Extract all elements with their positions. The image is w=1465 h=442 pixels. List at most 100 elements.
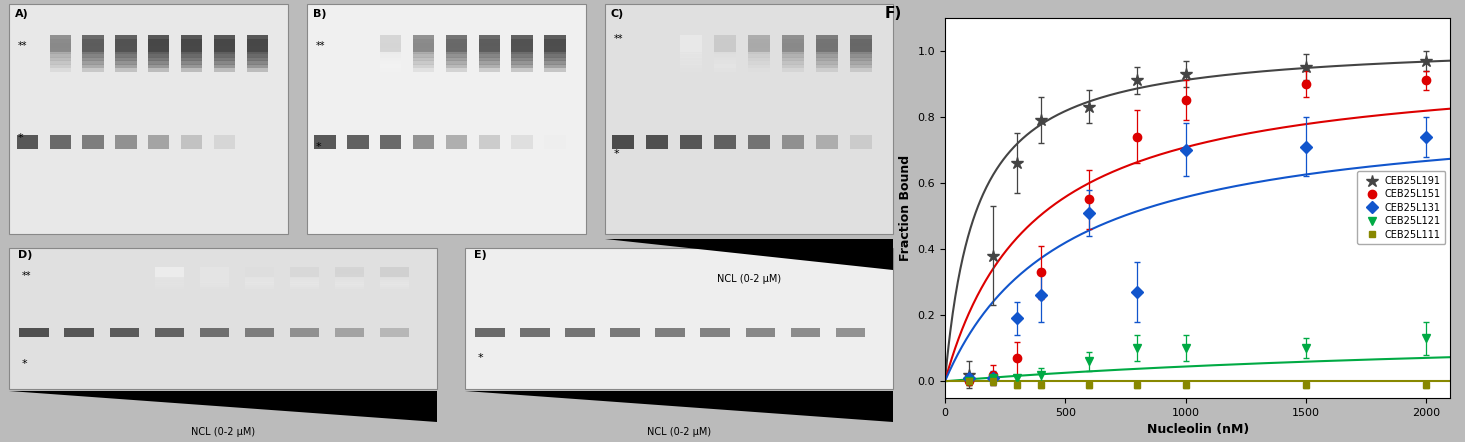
Text: *: * bbox=[614, 149, 618, 159]
Bar bbox=[511, 53, 533, 61]
Bar bbox=[199, 284, 229, 289]
Bar bbox=[544, 64, 565, 72]
Bar bbox=[148, 60, 170, 68]
Bar bbox=[816, 50, 838, 58]
Bar bbox=[511, 46, 533, 54]
Bar bbox=[850, 39, 872, 48]
Bar bbox=[290, 269, 319, 274]
Bar bbox=[308, 4, 586, 234]
Bar bbox=[148, 50, 170, 58]
Polygon shape bbox=[9, 391, 437, 422]
Bar bbox=[511, 43, 533, 51]
Bar bbox=[290, 284, 319, 289]
Bar bbox=[713, 57, 735, 65]
Bar bbox=[334, 273, 363, 278]
Bar bbox=[82, 64, 104, 72]
Bar bbox=[82, 35, 104, 52]
Bar bbox=[511, 39, 533, 48]
Bar bbox=[245, 284, 274, 289]
Bar bbox=[680, 53, 702, 61]
X-axis label: Nucleolin (nM): Nucleolin (nM) bbox=[1147, 423, 1248, 436]
Bar bbox=[479, 60, 500, 68]
Bar bbox=[511, 57, 533, 65]
Bar bbox=[50, 53, 70, 61]
Bar bbox=[155, 269, 183, 274]
Bar bbox=[680, 57, 702, 65]
Bar bbox=[544, 60, 565, 68]
Bar bbox=[713, 46, 735, 54]
Bar bbox=[511, 60, 533, 68]
Bar bbox=[50, 46, 70, 54]
Bar bbox=[50, 57, 70, 65]
Bar bbox=[850, 135, 872, 149]
Text: *: * bbox=[22, 358, 28, 369]
Bar bbox=[9, 248, 437, 389]
Text: NCL (0-2 μM): NCL (0-2 μM) bbox=[648, 427, 711, 437]
Bar bbox=[50, 60, 70, 68]
Bar bbox=[116, 60, 136, 68]
Bar bbox=[379, 273, 409, 278]
Bar bbox=[782, 43, 804, 51]
Bar bbox=[379, 328, 409, 337]
Bar bbox=[180, 64, 202, 72]
Bar bbox=[334, 278, 363, 282]
Bar bbox=[155, 275, 183, 280]
Bar bbox=[379, 269, 409, 274]
Bar bbox=[290, 271, 319, 276]
Bar bbox=[155, 271, 183, 276]
Bar bbox=[466, 248, 894, 389]
Bar bbox=[180, 39, 202, 48]
Bar bbox=[816, 46, 838, 54]
Bar bbox=[155, 280, 183, 285]
Bar bbox=[850, 50, 872, 58]
Bar bbox=[511, 35, 533, 52]
Bar bbox=[445, 35, 467, 52]
Bar bbox=[680, 60, 702, 68]
Bar bbox=[680, 46, 702, 54]
Bar bbox=[246, 64, 268, 72]
Bar bbox=[180, 35, 202, 52]
Bar bbox=[245, 275, 274, 280]
Bar bbox=[782, 46, 804, 54]
Bar bbox=[50, 39, 70, 48]
Bar bbox=[290, 280, 319, 285]
Bar bbox=[544, 35, 565, 52]
Bar bbox=[50, 50, 70, 58]
Bar bbox=[850, 46, 872, 54]
Bar bbox=[713, 53, 735, 61]
Bar bbox=[445, 135, 467, 149]
Text: A): A) bbox=[15, 9, 29, 19]
Bar bbox=[334, 269, 363, 274]
Bar bbox=[646, 135, 668, 149]
Bar bbox=[520, 328, 549, 337]
Bar bbox=[605, 4, 894, 234]
Bar bbox=[680, 64, 702, 72]
Text: **: ** bbox=[18, 41, 28, 51]
Bar bbox=[544, 46, 565, 54]
Bar bbox=[544, 50, 565, 58]
Bar bbox=[290, 273, 319, 278]
Bar bbox=[148, 43, 170, 51]
Bar bbox=[379, 275, 409, 280]
Bar bbox=[816, 57, 838, 65]
Bar bbox=[82, 53, 104, 61]
Bar bbox=[816, 43, 838, 51]
Bar bbox=[379, 57, 401, 65]
Bar bbox=[199, 275, 229, 280]
Bar bbox=[245, 271, 274, 276]
Bar bbox=[82, 50, 104, 58]
Bar bbox=[782, 64, 804, 72]
Bar bbox=[379, 39, 401, 48]
Bar bbox=[479, 64, 500, 72]
Bar bbox=[148, 64, 170, 72]
Bar bbox=[749, 43, 771, 51]
Bar bbox=[82, 135, 104, 149]
Bar bbox=[180, 46, 202, 54]
Text: *: * bbox=[18, 133, 23, 143]
Bar bbox=[199, 282, 229, 287]
Bar bbox=[791, 328, 820, 337]
Bar bbox=[379, 267, 409, 277]
Bar bbox=[334, 282, 363, 287]
Bar bbox=[379, 53, 401, 61]
Bar bbox=[214, 35, 234, 52]
